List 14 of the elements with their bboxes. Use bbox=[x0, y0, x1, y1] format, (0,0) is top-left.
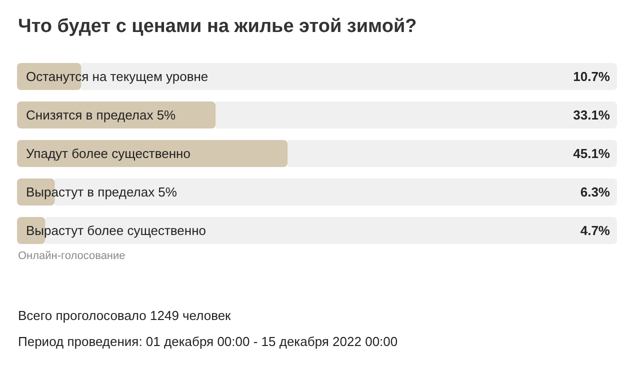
text: Онлайн-голосование bbox=[18, 250, 126, 262]
data-label: 45.1% bbox=[573, 146, 610, 161]
data-label: 10.7% bbox=[573, 69, 610, 84]
y-tick-label: Вырастут более существенно bbox=[26, 223, 206, 238]
y-tick-label: Останутся на текущем уровне bbox=[26, 69, 208, 84]
y-tick-label: Снизятся в пределах 5% bbox=[26, 108, 176, 122]
y-tick-label: Упадут более существенно bbox=[26, 146, 190, 161]
data-label: 6.3% bbox=[580, 184, 610, 200]
data-label: 33.1% bbox=[573, 108, 610, 122]
chart-title: Что будет с ценами на жилье этой зимой? bbox=[18, 16, 417, 37]
y-tick-label: Вырастут в пределах 5% bbox=[26, 184, 178, 200]
text: Всего проголосовало 1249 человек bbox=[18, 308, 232, 323]
text: Период проведения: 01 декабря 00:00 - 15 декабря 2022 00:00 bbox=[18, 334, 398, 349]
data-label: 4.7% bbox=[580, 223, 610, 238]
